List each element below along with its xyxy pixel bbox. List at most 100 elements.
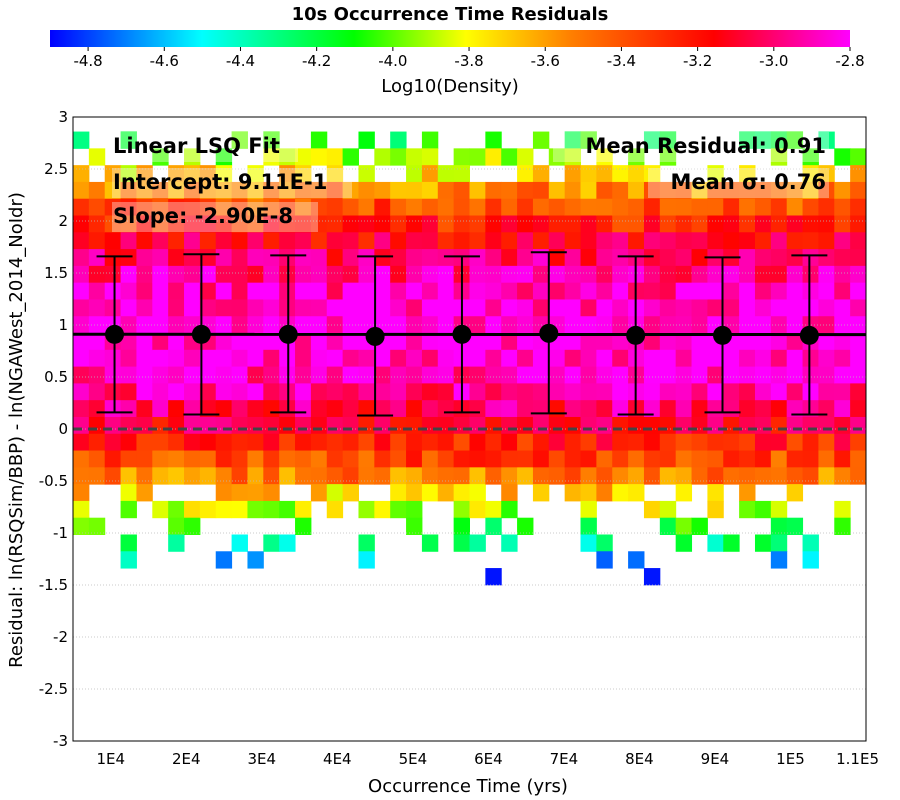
heatmap-cell (104, 416, 122, 435)
heatmap-cell (691, 265, 708, 284)
heatmap-cell (390, 400, 407, 418)
heatmap-cell (580, 450, 597, 468)
heatmap-cell (754, 467, 772, 485)
heatmap-cell (421, 282, 439, 300)
heatmap-cell (358, 551, 375, 569)
heatmap-cell (295, 299, 312, 317)
heatmap-cell (754, 181, 772, 200)
x-tick-label: 1E4 (96, 750, 125, 768)
heatmap-cell (263, 232, 280, 250)
heatmap-cell (390, 450, 407, 468)
heatmap-cell (437, 165, 455, 183)
heatmap-cell (501, 467, 518, 485)
heatmap-cell (770, 333, 788, 351)
heatmap-cell (295, 433, 312, 452)
heatmap-cell (834, 198, 851, 216)
heatmap-cell (406, 282, 423, 300)
heatmap-cell (73, 383, 90, 401)
heatmap-cell (643, 181, 661, 200)
heatmap-cell (136, 433, 153, 452)
heatmap-cell (786, 232, 804, 250)
heatmap-cell (754, 433, 772, 452)
heatmap-cell (691, 316, 708, 334)
heatmap-cell (786, 517, 804, 535)
heatmap-cell (564, 282, 582, 300)
heatmap-cell (485, 181, 502, 200)
bin-mean-point (278, 324, 298, 344)
heatmap-cell (675, 181, 693, 200)
heatmap-cell (517, 198, 534, 216)
heatmap-cell (168, 181, 185, 200)
heatmap-cell (295, 400, 312, 418)
heatmap-cell (168, 165, 185, 183)
heatmap-cell (390, 366, 407, 384)
heatmap-cell (580, 131, 597, 149)
heatmap-cell (152, 282, 169, 300)
heatmap-cell (453, 467, 470, 485)
heatmap-cell (802, 232, 819, 250)
colorbar-tick-label: -3.4 (607, 52, 636, 70)
heatmap-cell (136, 484, 153, 502)
heatmap-cell (754, 416, 772, 435)
heatmap-cell (469, 265, 486, 284)
heatmap-cell (596, 349, 613, 368)
heatmap-cell (453, 517, 470, 535)
heatmap-cell (406, 265, 423, 284)
heatmap-cell (184, 299, 201, 317)
mean-residual-backdrop (553, 132, 829, 162)
heatmap-cell (802, 198, 819, 216)
y-tick-label: 0.5 (44, 368, 68, 386)
heatmap-cell (120, 282, 137, 300)
heatmap-cell (184, 148, 201, 166)
bin-mean-point (191, 324, 211, 344)
heatmap-cell (358, 349, 375, 368)
heatmap-cell (342, 450, 359, 468)
heatmap-cell (469, 299, 486, 317)
heatmap-cell (73, 215, 90, 233)
heatmap-cell (659, 198, 677, 216)
heatmap-cell (421, 299, 439, 317)
heatmap-cell (421, 433, 439, 452)
heatmap-cell (612, 484, 629, 502)
heatmap-cell (88, 265, 106, 284)
heatmap-cell (754, 215, 772, 233)
heatmap-cell (310, 282, 328, 300)
heatmap-cell (612, 433, 629, 452)
heatmap-cell (310, 198, 328, 216)
heatmap-cell (485, 265, 502, 284)
heatmap-cell (580, 282, 597, 300)
heatmap-cell (326, 232, 344, 250)
heatmap-cell (136, 333, 153, 351)
heatmap-cell (326, 349, 344, 368)
heatmap-cell (453, 484, 470, 502)
heatmap-cell (120, 467, 137, 485)
heatmap-cell (739, 198, 756, 216)
heatmap-cell (342, 316, 359, 334)
heatmap-cell (390, 131, 407, 149)
heatmap-cell (437, 215, 455, 233)
heatmap-cell (279, 181, 296, 200)
heatmap-cell (643, 215, 661, 233)
heatmap-cell (358, 467, 375, 485)
heatmap-cell (295, 215, 312, 233)
heatmap-cell (675, 450, 693, 468)
heatmap-cell (326, 383, 344, 401)
heatmap-cell (532, 131, 550, 149)
heatmap-cell (643, 333, 661, 351)
heatmap-cell (786, 282, 804, 300)
heatmap-cell (580, 299, 597, 317)
heatmap-cell (596, 165, 613, 183)
heatmap-cell (437, 416, 455, 435)
heatmap-cell (691, 198, 708, 216)
heatmap-cell (73, 366, 90, 384)
heatmap-cell (501, 232, 518, 250)
heatmap-cell (818, 467, 835, 485)
heatmap-cell (532, 467, 550, 485)
heatmap-cell (754, 249, 772, 267)
heatmap-cell (358, 265, 375, 284)
heatmap-cell (643, 282, 661, 300)
heatmap-cell (564, 450, 582, 468)
heatmap-cell (374, 181, 391, 200)
heatmap-cell (295, 181, 312, 200)
heatmap-cell (834, 349, 851, 368)
